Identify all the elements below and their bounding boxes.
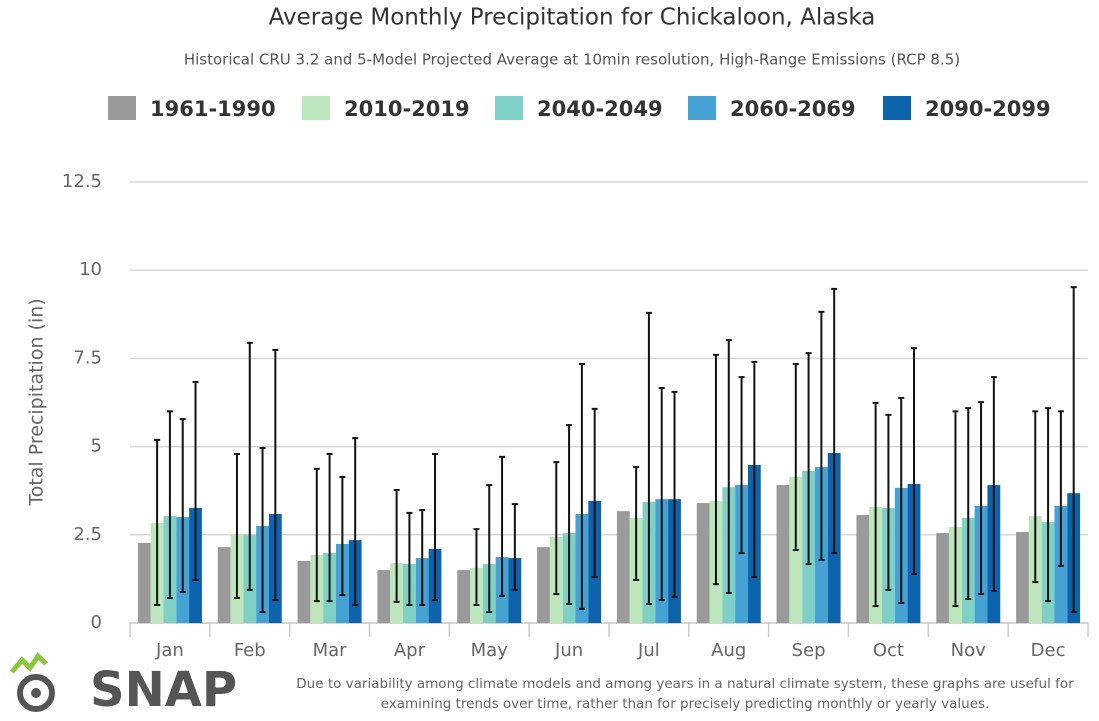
legend-label: 2060-2069 (730, 97, 856, 121)
footnote: Due to variability among climate models … (296, 676, 1074, 712)
error-bar (352, 437, 359, 607)
error-bar (486, 484, 493, 614)
y-tick-label: 12.5 (62, 171, 102, 192)
bar (457, 570, 471, 623)
y-axis-title: Total Precipitation (in) (26, 298, 48, 506)
error-bar (751, 360, 758, 579)
x-tick-label: Apr (394, 640, 426, 661)
bar (696, 503, 710, 623)
y-tick-label: 0 (91, 612, 102, 633)
error-bar (393, 488, 400, 603)
bar (856, 515, 870, 623)
legend-swatch (302, 96, 330, 120)
error-bar (898, 396, 905, 604)
error-bar (339, 475, 346, 597)
error-bar (671, 390, 678, 598)
x-tick-label: Feb (234, 640, 266, 661)
error-bar (473, 528, 480, 607)
error-bar (192, 381, 199, 581)
error-bar (246, 341, 253, 591)
x-tick-label: Jul (637, 640, 660, 661)
y-tick-label: 7.5 (73, 347, 102, 368)
error-bar (259, 447, 266, 614)
legend-swatch (688, 96, 716, 120)
x-tick-label: Jan (155, 640, 184, 661)
error-bar (1070, 286, 1077, 614)
bar (616, 511, 630, 623)
error-bar (406, 511, 413, 607)
bar (1016, 531, 1029, 623)
error-bar (1057, 410, 1064, 567)
error-bar (952, 410, 959, 608)
legend-label: 2010-2019 (344, 97, 470, 121)
error-bar (712, 353, 719, 586)
error-bar (432, 453, 439, 602)
error-bar (313, 467, 320, 603)
legend-swatch (108, 96, 136, 120)
error-bar (1045, 407, 1052, 603)
error-bar (326, 453, 333, 603)
legend-label: 2040-2049 (537, 97, 663, 121)
error-bar (818, 310, 825, 561)
error-bar (633, 466, 640, 581)
bar (217, 547, 231, 623)
error-bar (578, 363, 585, 610)
bar (137, 542, 151, 623)
x-tick-label: Jun (554, 640, 583, 661)
error-bar (499, 455, 506, 597)
error-bar (792, 363, 799, 551)
error-bar (725, 339, 732, 595)
error-bar (738, 376, 745, 555)
y-tick-label: 5 (91, 436, 102, 457)
error-bar (872, 401, 879, 608)
error-bar (511, 503, 518, 591)
error-bar (553, 461, 560, 596)
x-tick-label: Nov (951, 640, 986, 661)
bar (776, 485, 790, 623)
chart-title: Average Monthly Precipitation for Chicka… (269, 5, 876, 31)
error-bar (978, 401, 985, 596)
x-tick-label: May (471, 640, 509, 661)
error-bar (965, 407, 972, 601)
x-tick-label: Aug (711, 640, 746, 661)
error-bar (1032, 410, 1039, 584)
chart-subtitle: Historical CRU 3.2 and 5-Model Projected… (184, 51, 960, 69)
error-bar (233, 453, 240, 599)
legend-swatch (883, 96, 911, 120)
legend-swatch (495, 96, 523, 120)
error-bar (658, 387, 665, 602)
y-tick-label: 2.5 (73, 524, 102, 545)
error-bar (179, 418, 186, 593)
error-bar (166, 410, 173, 599)
x-tick-label: Mar (313, 640, 348, 661)
y-tick-label: 10 (79, 259, 102, 280)
x-tick-label: Sep (792, 640, 826, 661)
bar (377, 570, 391, 623)
logo-text: SNAP (90, 662, 237, 718)
error-bar (885, 413, 892, 591)
x-tick-label: Dec (1031, 640, 1066, 661)
error-bar (831, 287, 838, 555)
legend-label: 1961-1990 (150, 97, 276, 121)
bar (936, 533, 950, 623)
legend-label: 2090-2099 (925, 97, 1051, 121)
error-bar (805, 352, 812, 566)
error-bar (566, 424, 573, 605)
bar (297, 560, 311, 623)
error-bar (154, 438, 161, 607)
x-tick-label: Oct (873, 640, 904, 661)
bar (537, 547, 550, 623)
error-bar (990, 376, 997, 592)
error-bar (645, 311, 652, 605)
error-bar (591, 407, 598, 579)
error-bar (419, 509, 426, 607)
error-bar (911, 347, 918, 575)
error-bar (272, 348, 279, 602)
logo-icon (10, 652, 55, 712)
